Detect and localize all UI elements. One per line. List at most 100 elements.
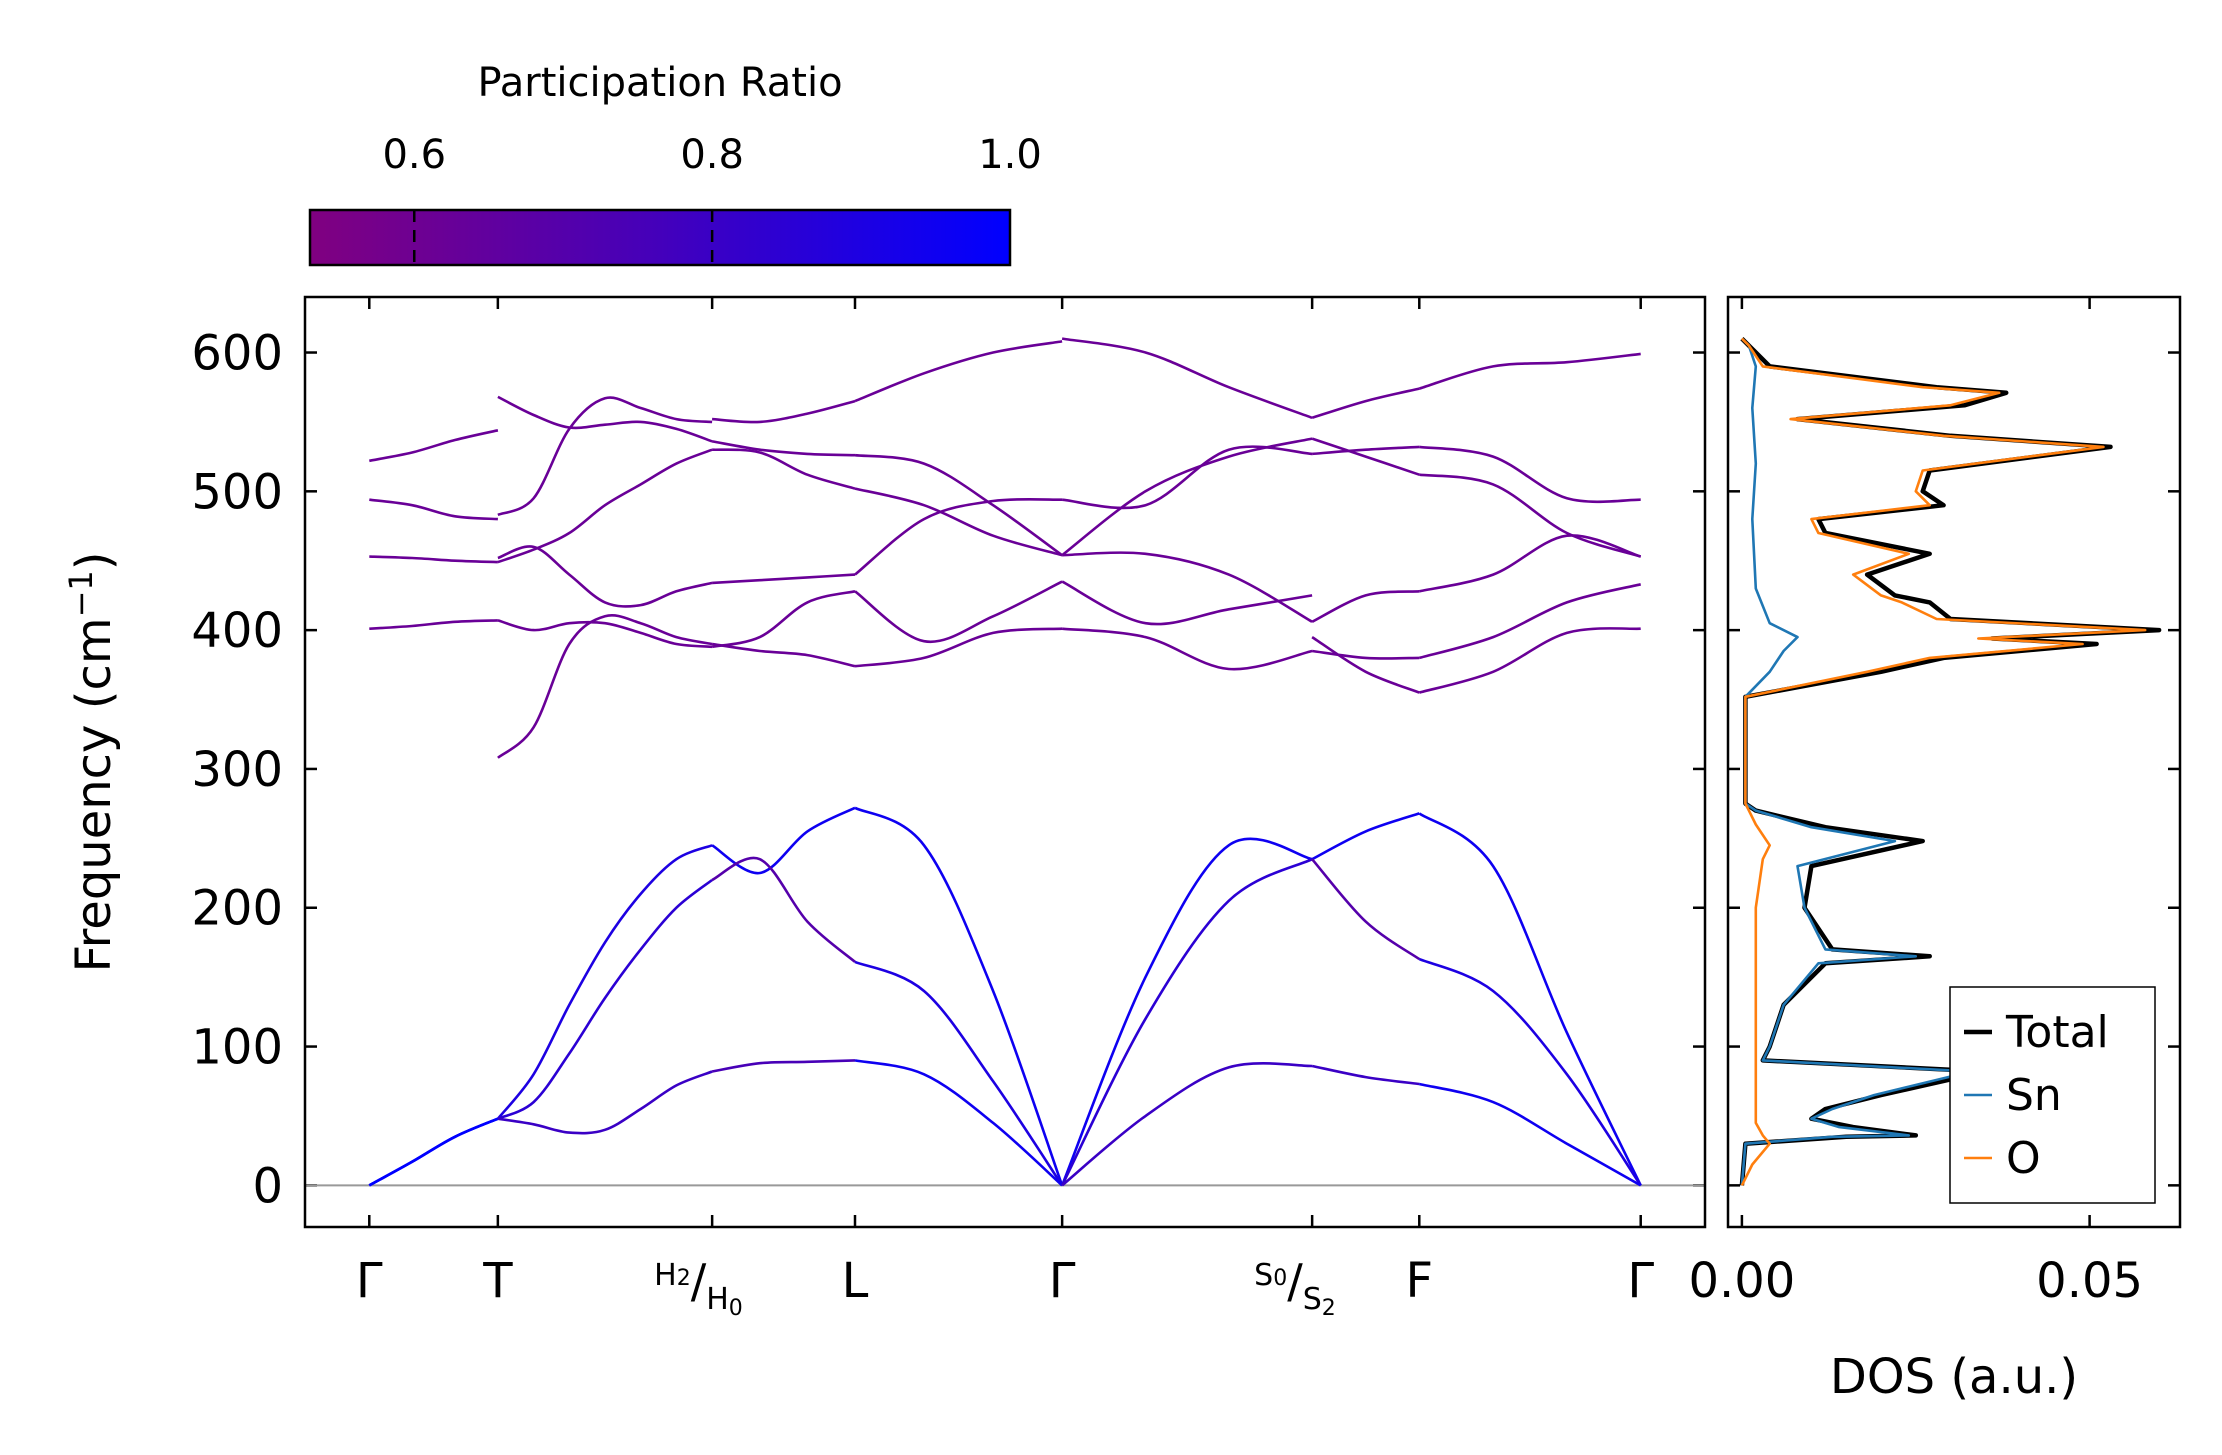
phonon-band-line	[1418, 957, 1642, 1187]
phonon-band-line	[1418, 352, 1641, 390]
phonon-band-line	[497, 395, 713, 443]
phonon-band-line	[854, 487, 1063, 557]
band-x-tick-label: L	[842, 1253, 869, 1309]
phonon-band-line	[1311, 858, 1421, 961]
phonon-band-line	[369, 429, 499, 463]
band-plot-frame	[303, 295, 1707, 1229]
legend-label-sn: Sn	[2006, 1070, 2062, 1121]
phonon-band-line	[1060, 837, 1313, 1186]
band-lines	[368, 337, 1642, 1187]
dos-x-axis-title: DOS (a.u.)	[1830, 1349, 2078, 1405]
phonon-band-line	[369, 555, 498, 564]
phonon-band-line	[1311, 590, 1420, 623]
band-axis-ticks	[305, 297, 1705, 1227]
phonon-band-line	[854, 960, 1064, 1187]
band-x-tick-label: Γ	[1049, 1253, 1076, 1309]
phonon-band-line	[854, 1059, 1063, 1187]
colorbar-tick-label: 0.6	[382, 132, 446, 178]
phonon-band-line	[1418, 1082, 1642, 1187]
phonon-band-line	[368, 1117, 499, 1187]
phonon-band-line	[369, 498, 498, 521]
phonon-band-line	[369, 619, 498, 630]
phonon-band-line	[1061, 337, 1313, 420]
phonon-band-line	[497, 614, 713, 759]
phonon-band-line	[1311, 649, 1420, 660]
phonon-band-line	[1061, 445, 1313, 510]
band-y-tick-label: 400	[191, 603, 283, 659]
band-y-axis-title-sup: −1	[62, 570, 100, 617]
phonon-band-line	[1419, 473, 1642, 558]
band-x-tick-label: F	[1405, 1253, 1433, 1309]
phonon-band-line	[1060, 858, 1313, 1186]
phonon-band-line	[711, 806, 856, 875]
phonon-band-line	[854, 806, 1064, 1186]
phonon-band-line	[497, 619, 713, 649]
band-segment	[711, 399, 856, 1073]
band-y-tick-labels: 0 100 200 300 400 500 600	[191, 326, 283, 1215]
phonon-band-line	[711, 440, 856, 457]
colorbar-ticks	[413, 210, 714, 265]
band-segment	[496, 395, 713, 1135]
phonon-band-line	[854, 340, 1063, 403]
phonon-band-line	[1419, 534, 1642, 593]
phonon-band-line	[1311, 445, 1420, 456]
phonon-band-line	[1061, 627, 1313, 671]
band-segment	[1418, 352, 1642, 1187]
phonon-band-line	[854, 453, 1063, 557]
band-y-tick-label: 600	[191, 326, 283, 382]
phonon-band-line	[1311, 636, 1420, 694]
band-y-tick-label: 0	[252, 1158, 283, 1214]
band-x-tick-label: Γ	[1627, 1253, 1654, 1309]
phonon-band-line	[712, 399, 856, 424]
band-segment	[1311, 387, 1421, 1086]
phonon-band-line	[711, 856, 856, 963]
phonon-band-line	[1311, 437, 1420, 476]
band-y-tick-label: 100	[191, 1020, 283, 1076]
legend-label-o: O	[2006, 1133, 2041, 1184]
colorbar-bar	[308, 208, 1012, 267]
dos-line-o	[1740, 337, 2147, 1186]
phonon-band-line	[497, 545, 713, 608]
phonon-band-line	[1061, 1062, 1313, 1187]
phonon-band-line	[712, 448, 856, 490]
dos-lines	[1739, 337, 2162, 1186]
band-y-tick-label: 500	[191, 464, 283, 520]
phonon-band-line	[497, 448, 713, 564]
phonon-band-line	[1419, 445, 1641, 504]
colorbar-title: Participation Ratio	[477, 60, 842, 106]
phonon-band-line	[712, 573, 856, 585]
phonon-band-line	[1311, 387, 1420, 420]
colorbar-tick-label: 0.8	[680, 132, 744, 178]
band-segment	[1060, 337, 1313, 1187]
phonon-band-line	[497, 1070, 713, 1135]
phonon-band-line	[854, 627, 1063, 668]
dos-x-tick-label: 0.05	[2036, 1253, 2143, 1309]
dos-x-tick-labels: 0.00 0.05	[1688, 1253, 2143, 1309]
dos-plot-frame	[1726, 295, 2182, 1229]
band-y-axis-title: Frequency (cm−1)	[62, 551, 122, 972]
phonon-band-line	[711, 1059, 856, 1073]
phonon-band-line	[497, 878, 713, 1120]
phonon-band-line	[1418, 627, 1641, 694]
phonon-band-line	[1311, 1064, 1420, 1086]
phonon-band-line	[1311, 812, 1420, 861]
phonon-band-line	[1062, 551, 1313, 623]
dos-axis-ticks	[1728, 297, 2180, 1227]
phonon-band-line	[854, 580, 1063, 644]
band-x-tick-label: H2/H0	[654, 1254, 743, 1321]
phonon-band-line	[1061, 580, 1313, 626]
band-x-tick-labels: Γ T H2/H0 L Γ S0/S2 F Γ	[356, 1253, 1654, 1321]
colorbar-tick-label: 1.0	[978, 132, 1042, 178]
colorbar-tick-labels: 0.6 0.8 1.0	[382, 132, 1041, 178]
colorbar: Participation Ratio 0.6 0.8 1.0	[308, 60, 1042, 267]
band-y-tick-label: 300	[191, 742, 283, 798]
legend-label-total: Total	[2005, 1007, 2109, 1058]
band-panel: Frequency (cm−1) 0 100 200 300 400 500 600 Γ T H…	[62, 295, 1707, 1321]
band-y-axis-title-text: Frequency (cm	[66, 617, 122, 972]
dos-line-sn	[1740, 337, 1973, 1186]
dos-x-tick-label: 0.00	[1688, 1253, 1795, 1309]
band-x-tick-label: T	[482, 1253, 513, 1309]
band-segment	[368, 429, 499, 1187]
phonon-band-line	[497, 396, 713, 517]
